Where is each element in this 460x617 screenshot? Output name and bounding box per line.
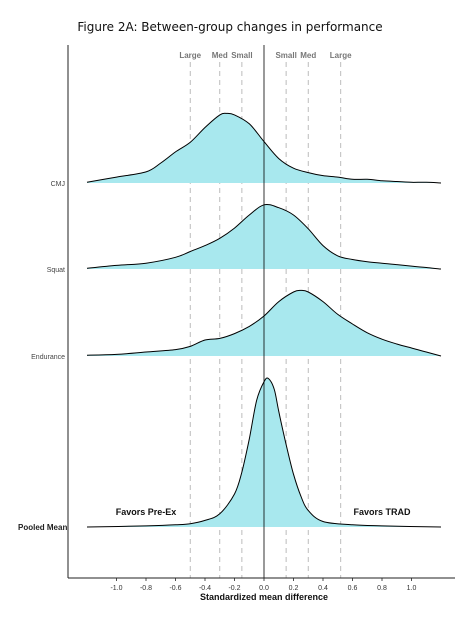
reference-label-1: Med bbox=[212, 51, 228, 60]
reference-label-2: Small bbox=[231, 51, 252, 60]
x-tick-label: -0.8 bbox=[140, 585, 152, 592]
reference-label-4: Small bbox=[275, 51, 296, 60]
x-axis-ticks: -1.0 -0.8 -0.6 -0.4 -0.2 0.0 0.2 0.4 0.6 0.8 1.0 bbox=[110, 578, 416, 592]
ridge-outline-cmj bbox=[86, 112, 442, 184]
reference-line-labels: Large Med Small Small Med Large bbox=[179, 51, 352, 60]
category-label-pooled-mean: Pooled Mean bbox=[18, 523, 67, 532]
x-tick-label: 0.2 bbox=[289, 585, 299, 592]
reference-label-0: Large bbox=[179, 51, 201, 60]
x-tick-label: 1.0 bbox=[407, 585, 417, 592]
x-tick-label: 0.0 bbox=[259, 585, 269, 592]
x-tick-label: -0.4 bbox=[199, 585, 211, 592]
category-label-squat: Squat bbox=[47, 267, 65, 274]
x-tick-label: 0.8 bbox=[377, 585, 387, 592]
ridge-outline-pooled-mean bbox=[86, 377, 442, 528]
reference-label-5: Med bbox=[300, 51, 316, 60]
x-tick-label: -1.0 bbox=[110, 585, 122, 592]
ridge-outline-endurance bbox=[86, 289, 442, 357]
ridge-outline-squat bbox=[86, 203, 442, 270]
annotation-favors-trad: Favors TRAD bbox=[353, 507, 411, 517]
x-tick-label: 0.6 bbox=[348, 585, 358, 592]
x-tick-label: -0.2 bbox=[228, 585, 240, 592]
category-label-cmj: CMJ bbox=[51, 181, 65, 188]
x-tick-label: 0.4 bbox=[318, 585, 328, 592]
reference-label-6: Large bbox=[330, 51, 352, 60]
category-labels: CMJ Squat Endurance Pooled Mean bbox=[18, 181, 67, 532]
chart-title: Figure 2A: Between-group changes in perf… bbox=[77, 20, 383, 34]
x-tick-label: -0.6 bbox=[169, 585, 181, 592]
category-label-endurance: Endurance bbox=[31, 354, 65, 361]
x-axis-label: Standardized mean difference bbox=[200, 592, 328, 602]
annotation-favors-pre-ex: Favors Pre-Ex bbox=[116, 507, 177, 517]
